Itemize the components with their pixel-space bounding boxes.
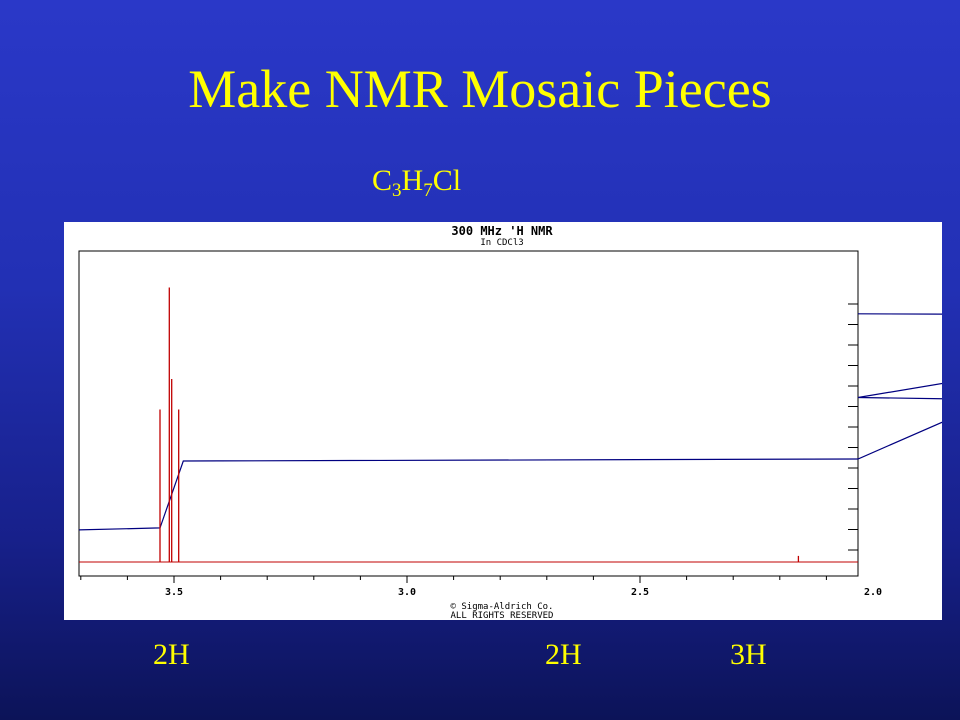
- spectrum-layer: [79, 287, 858, 563]
- formula-carbon-count: 3: [392, 180, 402, 201]
- formula-hydrogen: H: [401, 164, 424, 197]
- integration-label-3.5ppm: 2H: [153, 638, 190, 671]
- x-tick-label: 3.0: [398, 587, 416, 598]
- molecular-formula: C3H7Cl: [372, 164, 462, 201]
- nmr-spectrum-panel: 300 MHz 'H NMR In CDCl3 3.53.02.52.01.51…: [64, 222, 942, 620]
- integral-curve: [78, 313, 942, 531]
- copyright-text: © Sigma-Aldrich Co.: [451, 602, 554, 612]
- x-tick-label: 3.5: [165, 587, 183, 598]
- integral-layer: [78, 313, 942, 531]
- rights-text: ALL RIGHTS RESERVED: [451, 611, 554, 620]
- integration-label-1.0ppm: 3H: [730, 638, 767, 671]
- x-axis: 3.53.02.52.01.51.0: [80, 303, 882, 598]
- spectrum-solvent: In CDCl3: [480, 238, 523, 248]
- formula-hydrogen-count: 7: [423, 180, 433, 201]
- plot-frame: [78, 250, 859, 577]
- slide-title: Make NMR Mosaic Pieces: [188, 59, 772, 119]
- x-tick-label: 2.5: [631, 587, 649, 598]
- integration-label-1.8ppm: 2H: [545, 638, 582, 671]
- formula-chlorine: Cl: [432, 164, 462, 197]
- formula-carbon: C: [372, 164, 393, 197]
- x-tick-label: 2.0: [864, 587, 882, 598]
- spectrum-header: 300 MHz 'H NMR: [451, 224, 553, 238]
- nmr-spectrum-chart: 300 MHz 'H NMR In CDCl3 3.53.02.52.01.51…: [78, 224, 942, 620]
